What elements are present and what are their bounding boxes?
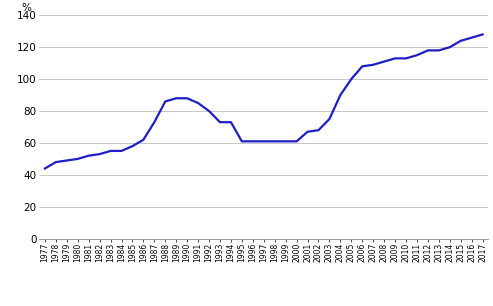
Text: %: % bbox=[22, 3, 32, 13]
